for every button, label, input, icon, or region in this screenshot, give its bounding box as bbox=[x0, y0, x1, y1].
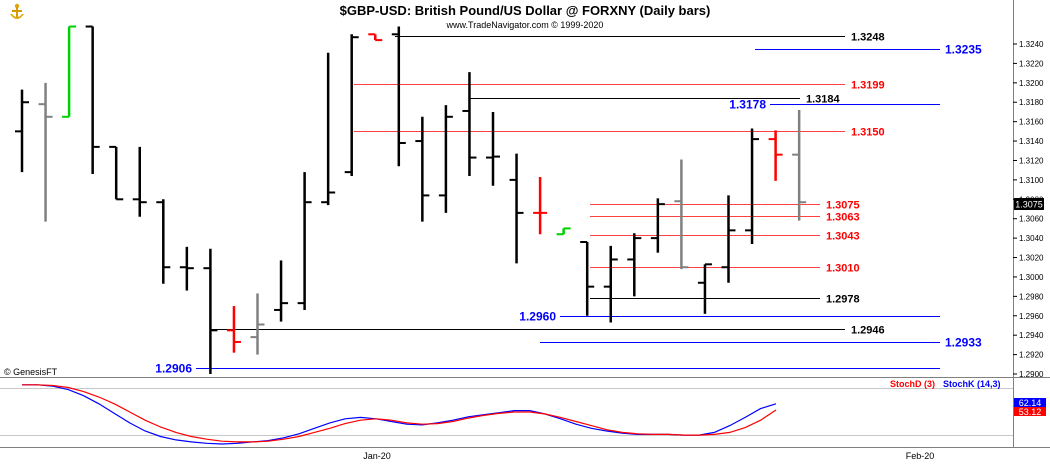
x-label-jan20: Jan-20 bbox=[363, 451, 391, 461]
stochd-value-marker bbox=[1014, 407, 1046, 416]
y-tick-label: 1.3240 bbox=[1019, 40, 1044, 49]
level-label: 1.2906 bbox=[155, 362, 192, 376]
ohlc-bar bbox=[650, 198, 665, 253]
y-tick-label: 1.3000 bbox=[1019, 273, 1044, 282]
legend-stochk: StochK (14,3) bbox=[943, 379, 1001, 389]
price-axis: 1.3240 1.3220 1.3200 1.3180 1.3160 1.3140 1.31… bbox=[1013, 40, 1044, 379]
ohlc-bar bbox=[321, 52, 336, 206]
chart-title: $GBP-USD: British Pound/US Dollar @ FORX… bbox=[340, 3, 711, 18]
y-tick-label: 1.3060 bbox=[1019, 215, 1044, 224]
ohlc-bar bbox=[745, 128, 760, 244]
ohlc-bar bbox=[38, 82, 53, 222]
ohlc-bar bbox=[62, 25, 77, 118]
level-label: 1.2978 bbox=[826, 294, 860, 306]
y-tick-label: 1.3140 bbox=[1019, 137, 1044, 146]
ohlc-bar bbox=[297, 172, 312, 310]
ohlc-bar bbox=[697, 263, 712, 314]
ohlc-bar bbox=[156, 199, 171, 284]
ohlc-bar bbox=[533, 176, 548, 235]
y-tick-label: 1.3220 bbox=[1019, 59, 1044, 68]
level-label: 1.2946 bbox=[851, 325, 885, 337]
ohlc-bar bbox=[462, 72, 477, 176]
stochd-value-label: 53.12 bbox=[1019, 407, 1042, 417]
y-tick-label: 1.3180 bbox=[1019, 98, 1044, 107]
level-label: 1.3248 bbox=[851, 32, 885, 44]
level-label: 1.3199 bbox=[851, 80, 885, 92]
ohlc-bar bbox=[580, 241, 595, 316]
stochk-value-marker bbox=[1014, 398, 1046, 407]
y-tick-label: 1.2900 bbox=[1019, 370, 1044, 379]
level-label: 1.2933 bbox=[945, 336, 982, 350]
chart-subtitle: www.TradeNavigator.com © 1999-2020 bbox=[446, 20, 604, 30]
legend-stochd: StochD (3) bbox=[890, 379, 935, 389]
y-tick-label: 1.3200 bbox=[1019, 79, 1044, 88]
last-price-label: 1.3075 bbox=[1015, 200, 1043, 210]
ohlc-bar bbox=[438, 105, 453, 213]
y-tick-label: 1.3020 bbox=[1019, 254, 1044, 263]
price-bars bbox=[15, 25, 807, 374]
ohlc-bar bbox=[509, 153, 524, 264]
stochk-value-label: 62.14 bbox=[1019, 398, 1042, 408]
ohlc-bar bbox=[226, 306, 241, 353]
ohlc-bar bbox=[603, 245, 618, 323]
level-label: 1.3075 bbox=[826, 200, 860, 212]
ohlc-bar bbox=[344, 34, 359, 176]
y-tick-label: 1.2960 bbox=[1019, 312, 1044, 321]
level-label: 1.3178 bbox=[729, 98, 766, 112]
ohlc-bar bbox=[674, 159, 689, 270]
level-label: 1.3010 bbox=[826, 263, 860, 275]
ohlc-bar bbox=[792, 110, 807, 221]
y-tick-label: 1.3160 bbox=[1019, 118, 1044, 127]
level-label: 1.3235 bbox=[945, 43, 982, 57]
y-tick-label: 1.2980 bbox=[1019, 292, 1044, 301]
ohlc-bar bbox=[415, 116, 430, 222]
stochastic-panel: StochD (3) StochK (14,3) 62.14 53.12 bbox=[0, 379, 1046, 445]
watermark: © GenesisFT bbox=[4, 367, 58, 377]
anchor-icon bbox=[10, 3, 24, 19]
ohlc-bar bbox=[85, 25, 100, 175]
level-lines: 1.3248 1.3235 1.3199 1.3184 1.3178 1.3150 1.30… bbox=[155, 32, 982, 376]
y-tick-label: 1.3040 bbox=[1019, 234, 1044, 243]
ohlc-bar bbox=[203, 248, 218, 374]
stochd-line bbox=[22, 384, 777, 443]
ohlc-bar bbox=[721, 195, 736, 283]
last-price-marker bbox=[1014, 198, 1044, 210]
ohlc-bar bbox=[179, 246, 194, 291]
ohlc-bar bbox=[486, 111, 500, 186]
ohlc-bar bbox=[368, 33, 383, 42]
level-label: 1.3150 bbox=[851, 127, 885, 139]
ohlc-bar bbox=[109, 145, 124, 201]
ohlc-bar bbox=[768, 130, 783, 181]
ohlc-bar bbox=[132, 146, 147, 217]
ohlc-bar bbox=[556, 227, 571, 236]
app-logo bbox=[10, 3, 24, 19]
level-label: 1.2960 bbox=[519, 310, 556, 324]
ohlc-bar bbox=[274, 260, 289, 322]
y-tick-label: 1.3100 bbox=[1019, 176, 1044, 185]
ohlc-bar bbox=[627, 233, 642, 297]
ohlc-bar bbox=[391, 26, 406, 167]
level-label: 1.3063 bbox=[826, 212, 860, 224]
y-tick-label: 1.2940 bbox=[1019, 331, 1044, 340]
level-label: 1.3184 bbox=[806, 94, 841, 106]
level-label: 1.3043 bbox=[826, 231, 860, 243]
y-tick-label: 1.2920 bbox=[1019, 351, 1044, 360]
ohlc-bar bbox=[15, 89, 29, 173]
ohlc-bar bbox=[250, 293, 265, 355]
y-tick-label: 1.3120 bbox=[1019, 156, 1044, 165]
x-label-feb20: Feb-20 bbox=[906, 451, 935, 461]
